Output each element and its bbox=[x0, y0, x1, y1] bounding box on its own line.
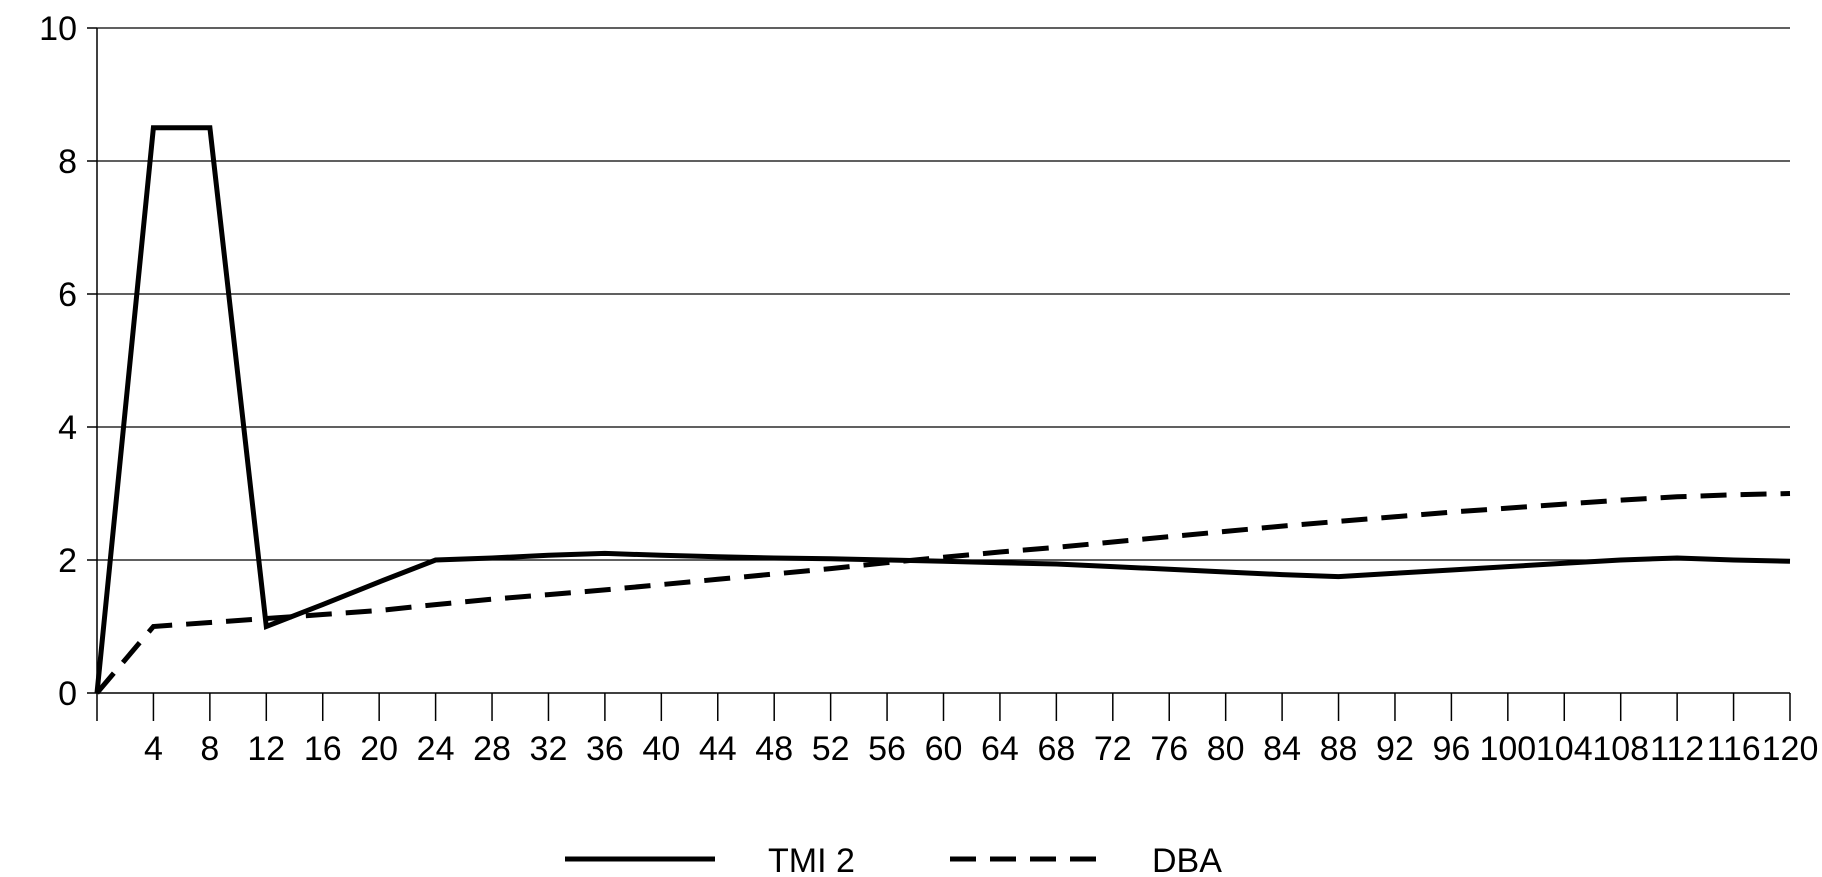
x-tick-label: 12 bbox=[247, 730, 285, 768]
x-tick-label: 96 bbox=[1432, 730, 1470, 768]
x-tick-label: 52 bbox=[812, 730, 850, 768]
x-tick-label: 84 bbox=[1263, 730, 1301, 768]
x-tick-label: 80 bbox=[1207, 730, 1245, 768]
x-tick-label: 112 bbox=[1650, 730, 1704, 768]
y-tick-label: 4 bbox=[58, 409, 77, 447]
x-tick-label: 64 bbox=[981, 730, 1019, 768]
x-tick-label: 72 bbox=[1094, 730, 1132, 768]
y-tick-label: 8 bbox=[58, 143, 77, 181]
series-line-dba bbox=[95, 491, 1791, 695]
x-tick-label: 104 bbox=[1536, 730, 1593, 768]
gridlines bbox=[97, 27, 1790, 561]
x-tick-label: 92 bbox=[1376, 730, 1414, 768]
series-lines bbox=[94, 125, 1791, 695]
x-tick-label: 32 bbox=[530, 730, 568, 768]
x-tick-label: 56 bbox=[868, 730, 906, 768]
x-tick-label: 68 bbox=[1037, 730, 1075, 768]
x-tick-label: 20 bbox=[360, 730, 398, 768]
x-tick-label: 40 bbox=[642, 730, 680, 768]
x-tick-label: 116 bbox=[1706, 730, 1760, 768]
x-tick-label: 76 bbox=[1150, 730, 1188, 768]
legend-label-dba: DBA bbox=[1152, 842, 1222, 877]
x-tick-label: 16 bbox=[304, 730, 342, 768]
x-tick-label: 28 bbox=[473, 730, 511, 768]
x-tick-label: 24 bbox=[417, 730, 455, 768]
y-tick-label: 10 bbox=[39, 10, 77, 48]
x-tick-label: 36 bbox=[586, 730, 624, 768]
x-tick-label: 4 bbox=[144, 730, 163, 768]
y-tick-label: 6 bbox=[58, 276, 77, 314]
x-tick-label: 48 bbox=[755, 730, 793, 768]
legend: TMI 2 DBA bbox=[565, 842, 1222, 877]
x-tick-label: 108 bbox=[1592, 730, 1649, 768]
x-tick-label: 8 bbox=[200, 730, 219, 768]
x-tick-label: 100 bbox=[1479, 730, 1536, 768]
legend-label-tmi2: TMI 2 bbox=[768, 842, 855, 877]
x-tick-label: 60 bbox=[925, 730, 963, 768]
x-tick-label: 88 bbox=[1320, 730, 1358, 768]
x-tick-label: 44 bbox=[699, 730, 737, 768]
y-tick-label: 0 bbox=[58, 675, 77, 713]
series-line-tmi2 bbox=[94, 125, 1791, 694]
y-tick-label: 2 bbox=[58, 542, 77, 580]
x-tick-label: 120 bbox=[1762, 730, 1819, 768]
